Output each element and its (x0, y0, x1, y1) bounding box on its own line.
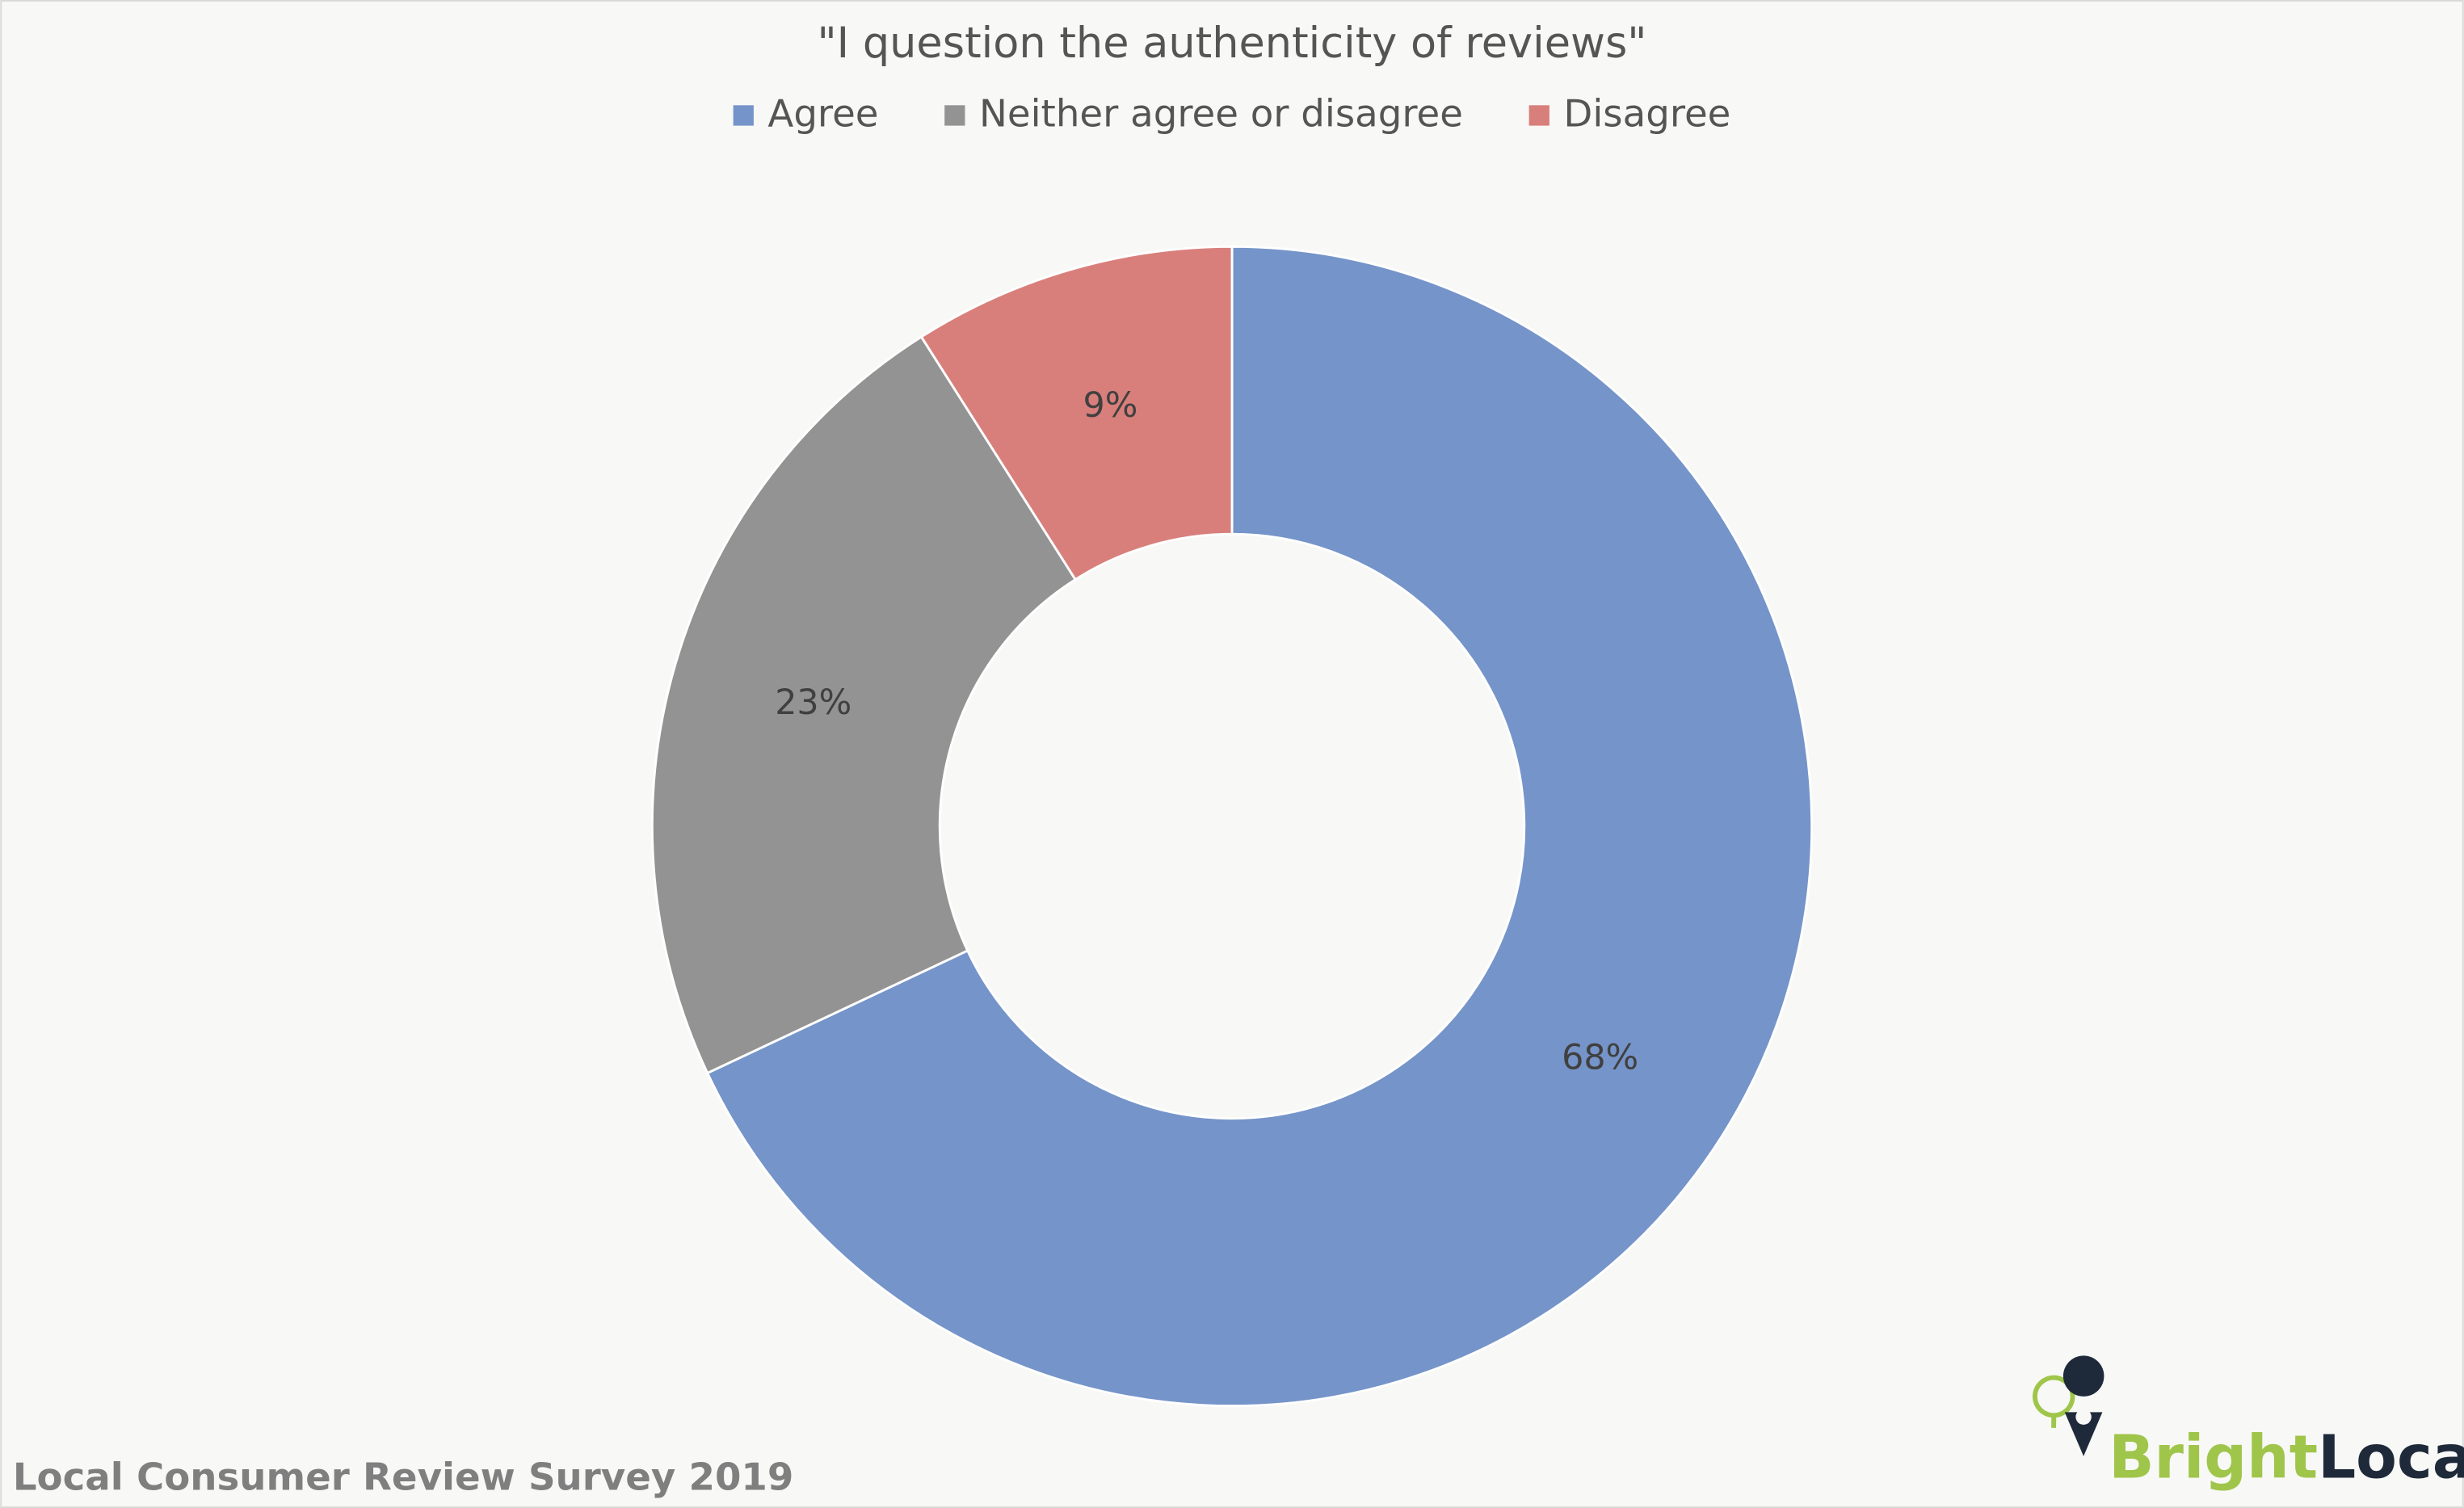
logo-icon (2032, 1375, 2075, 1428)
legend-item: Neither agree or disagree (944, 92, 1463, 136)
logo-first: Bright (2109, 1422, 2318, 1492)
plot: 68% 23% 9% (650, 245, 1814, 1407)
slice (650, 335, 1078, 1075)
slice (705, 245, 1814, 1407)
legend-label: Neither agree or disagree (979, 92, 1463, 136)
legend-item: Disagree (1528, 92, 1730, 136)
legend-label: Disagree (1563, 92, 1730, 136)
chart-title: "I question the authenticity of reviews" (818, 19, 1647, 68)
legend-swatch (733, 105, 754, 126)
legend-swatch (944, 105, 965, 126)
data-label: 23% (775, 683, 851, 723)
legend: Agree Neither agree or disagree Disagree (733, 92, 1730, 136)
legend-label: Agree (767, 92, 878, 136)
logo-dot (2075, 1409, 2092, 1425)
slice (919, 245, 1234, 582)
logo-second: Local (2318, 1422, 2464, 1492)
footer: Local Consumer Review Survey 2019 (13, 1455, 794, 1499)
data-label: 9% (1083, 385, 1138, 426)
logo: BrightLocal (2032, 1355, 2464, 1492)
legend-item: Agree (733, 92, 879, 136)
legend-swatch (1528, 105, 1549, 126)
data-label: 68% (1562, 1038, 1638, 1078)
logo-pin (2062, 1355, 2104, 1456)
logo-text: BrightLocal (2109, 1422, 2464, 1492)
